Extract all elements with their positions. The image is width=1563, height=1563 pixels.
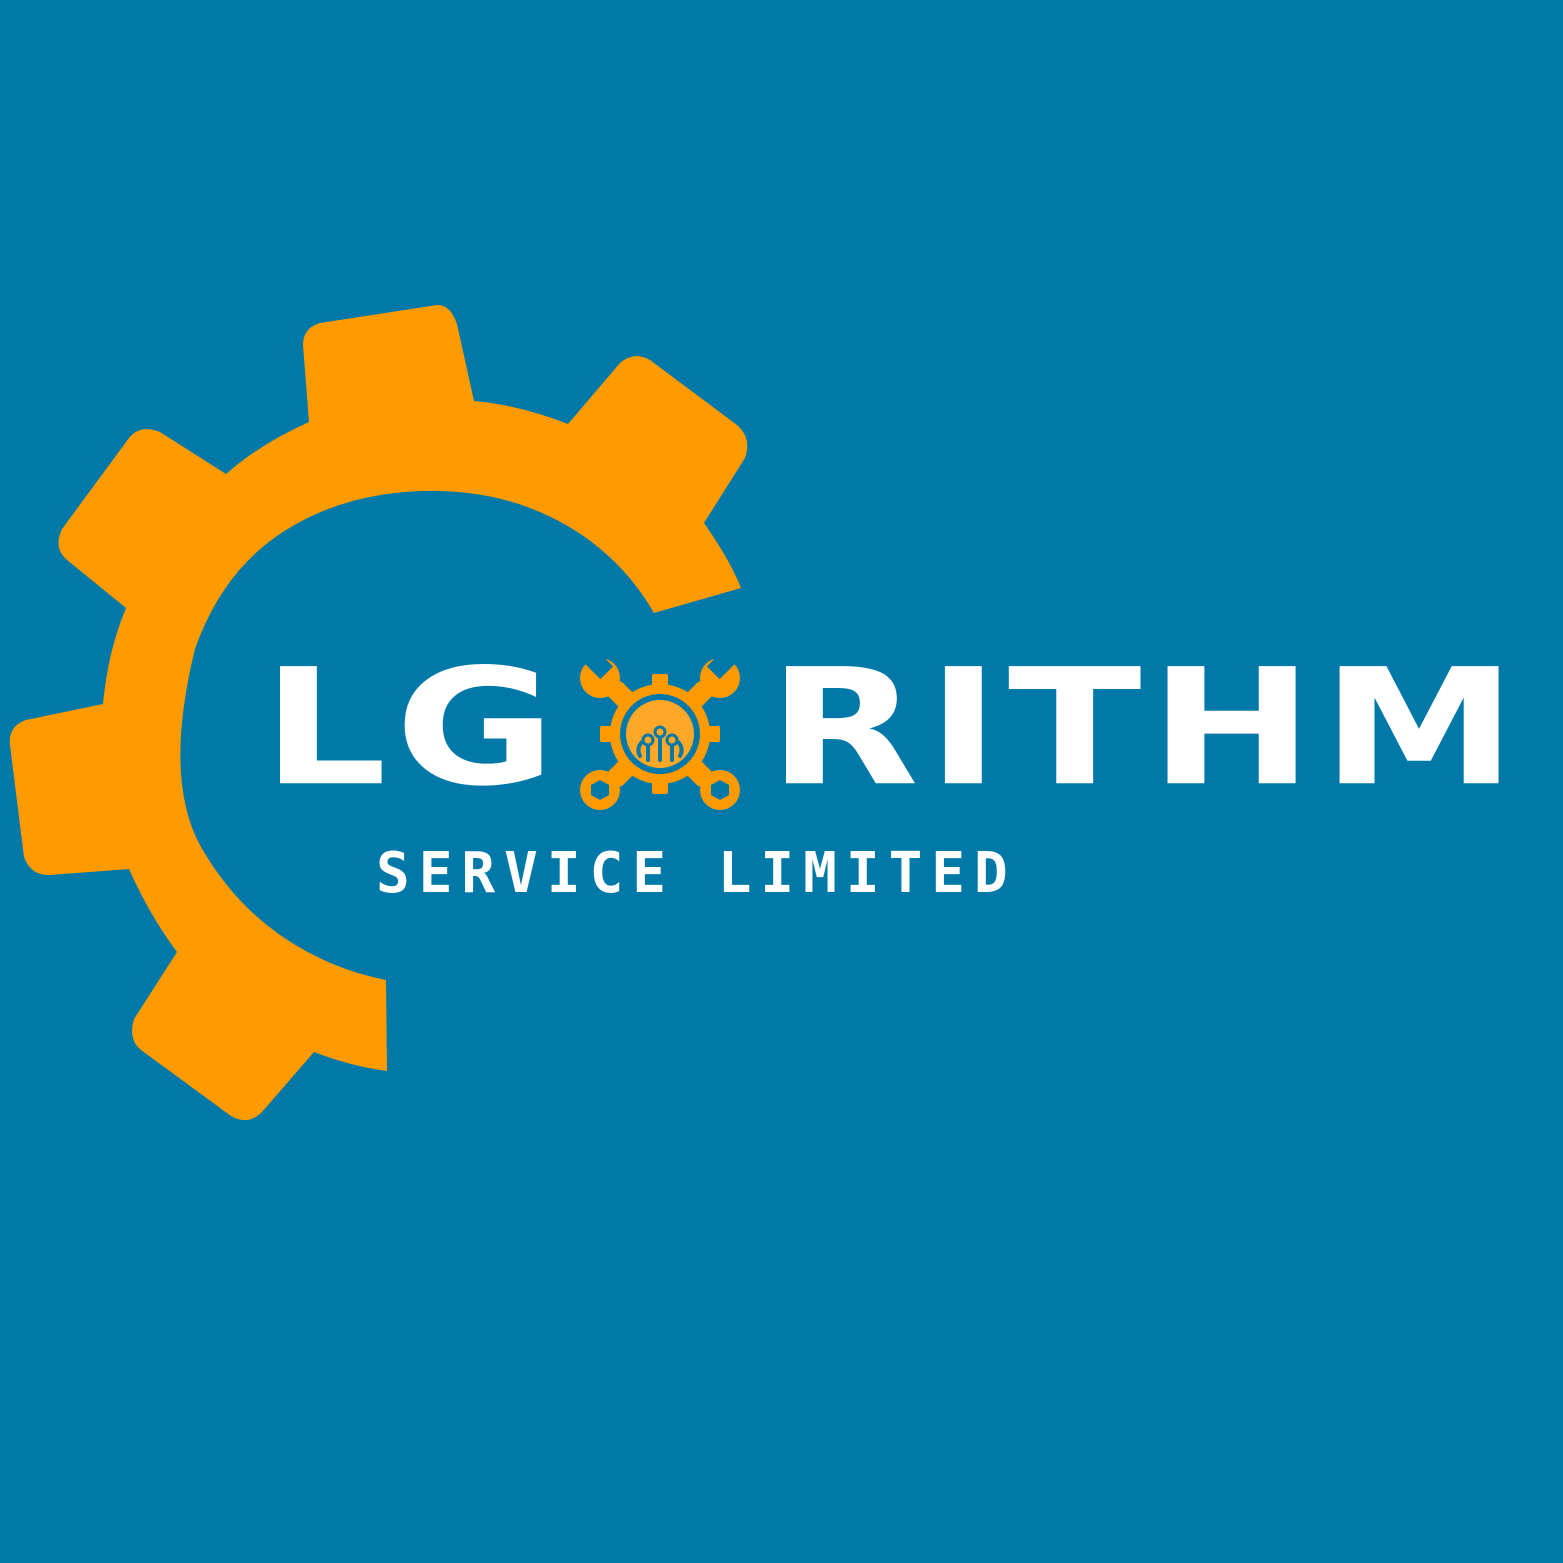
brand-name-part-1: LG — [262, 634, 564, 822]
wrench-gear-circuit-icon — [580, 652, 740, 810]
brand-name-part-2: RITHM — [768, 634, 1525, 822]
brand-tagline: SERVICE LIMITED — [376, 841, 1017, 906]
